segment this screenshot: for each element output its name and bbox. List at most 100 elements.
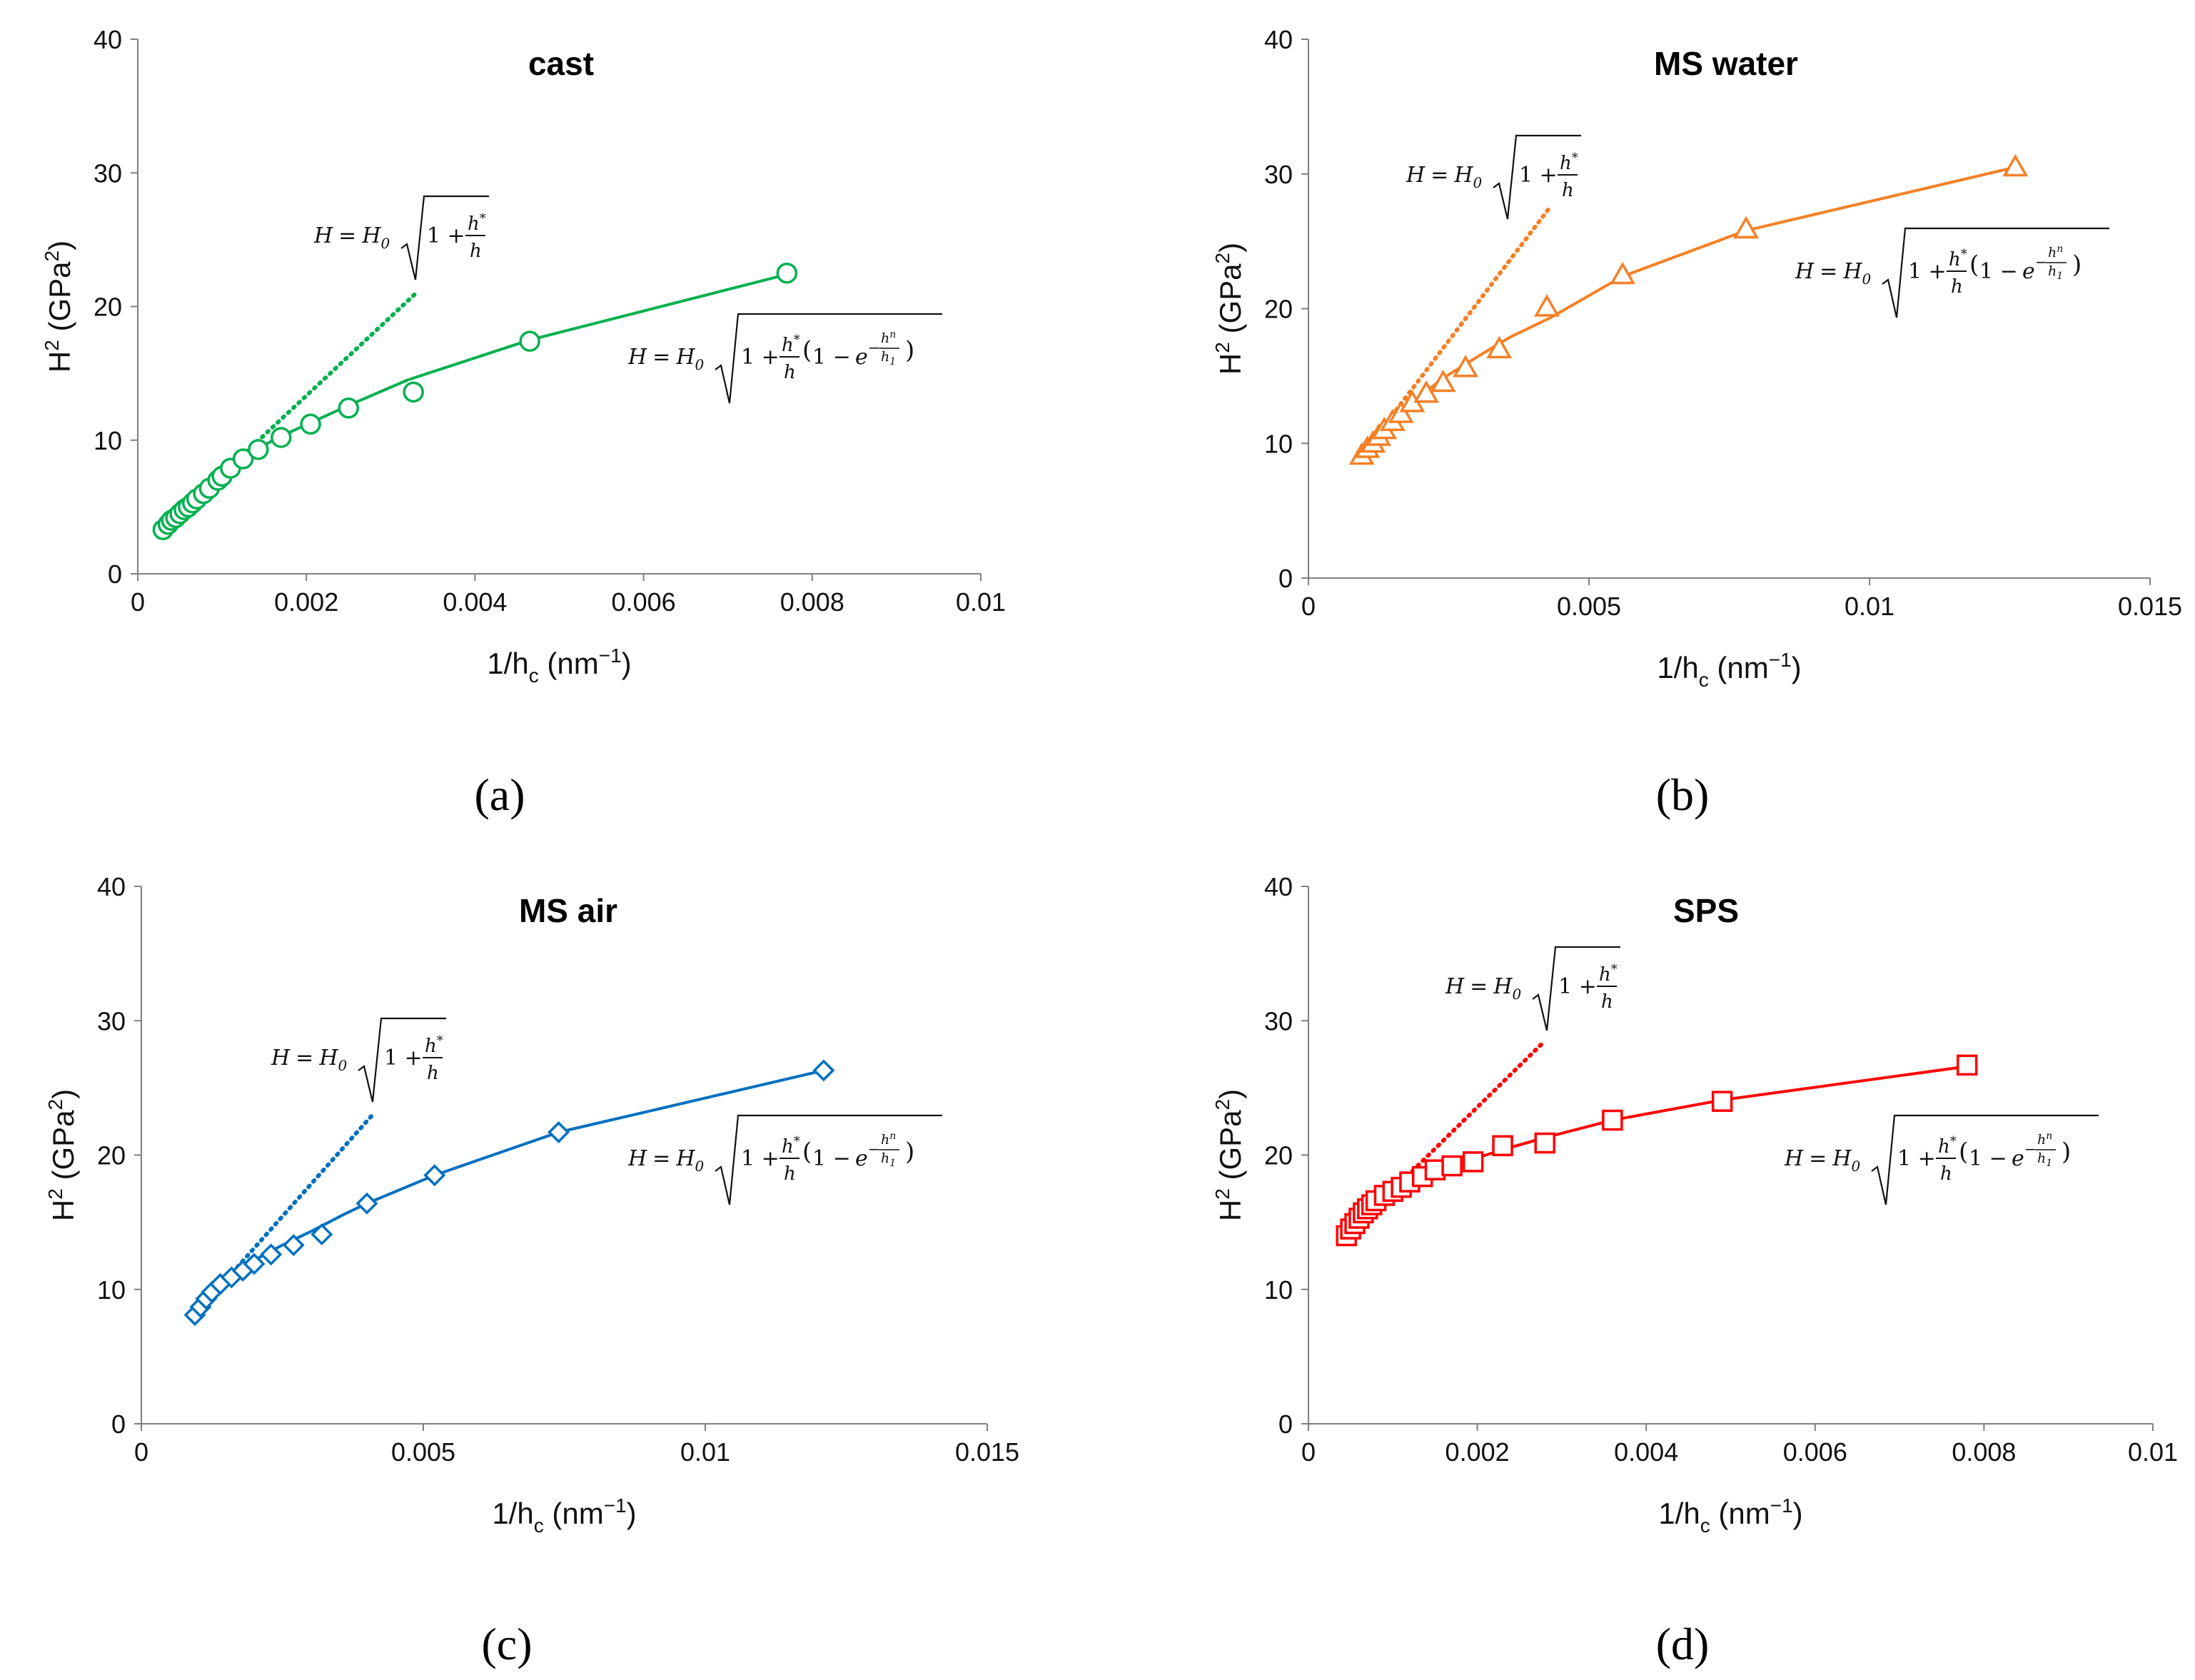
- data-point-triangle: [1413, 380, 1440, 403]
- formula-radical: [715, 1114, 942, 1205]
- x-tick-label: 0.01: [680, 1437, 730, 1467]
- y-tick-label: 40: [1264, 872, 1293, 901]
- formula-simple: H = H0 1 + h* h: [313, 195, 489, 280]
- formula-numerator: h*: [425, 1033, 443, 1057]
- formula-exponential: e: [855, 345, 868, 370]
- data-point-circle: [338, 398, 359, 419]
- y-axis-label: H2 (GPa2): [1211, 243, 1247, 375]
- formula-paren-open: (: [802, 336, 812, 365]
- data-point-diamond: [423, 1164, 446, 1187]
- data-point-triangle: [1388, 400, 1414, 423]
- formula-radical: [1493, 134, 1581, 220]
- formula-numerator: h*: [1560, 151, 1578, 174]
- formula-exp-numerator: hn: [881, 1130, 896, 1148]
- x-tick-label: 0.008: [780, 587, 844, 617]
- data-point-square: [1602, 1109, 1623, 1131]
- formula-radical: [1882, 227, 2109, 318]
- formula-radical: [715, 313, 942, 404]
- x-tick-label: 0: [1301, 592, 1316, 621]
- formula-lhs: H = H0: [313, 223, 390, 252]
- data-point-diamond: [260, 1243, 283, 1266]
- formula-exp-denominator: h1: [2048, 263, 2063, 282]
- x-tick-label: 0.01: [2128, 1437, 2178, 1467]
- formula-denominator: h: [784, 1163, 796, 1185]
- x-tick-label: 0.015: [2118, 592, 2182, 621]
- formula-one-minus: 1 −: [812, 345, 851, 370]
- x-tick-label: 0.006: [1783, 1437, 1847, 1467]
- x-tick-label: 0.01: [1845, 592, 1894, 621]
- formula-exp-minus: −: [868, 1140, 880, 1158]
- fit-model-solid-line: [193, 1068, 824, 1316]
- chart-title: MS water: [1654, 45, 1798, 82]
- x-tick-label: 0.005: [1557, 592, 1621, 621]
- x-tick-label: 0.002: [274, 587, 338, 617]
- formula-lhs: H = H0: [1784, 1146, 1860, 1175]
- data-point-diamond: [355, 1192, 378, 1215]
- data-point-diamond: [282, 1234, 305, 1257]
- formula-numerator: h*: [1938, 1134, 1957, 1158]
- formula-paren-close: ): [905, 1138, 914, 1166]
- x-tick-label: 0: [131, 587, 145, 617]
- y-tick-label: 30: [97, 1006, 126, 1036]
- formula-denominator: h: [427, 1063, 439, 1084]
- formula-one: 1 +: [1897, 1146, 1936, 1171]
- y-tick-label: 30: [1264, 160, 1293, 189]
- y-axis-label: H2 (GPa2): [44, 1089, 80, 1221]
- x-tick-label: 0: [1301, 1437, 1316, 1467]
- panel-label: (a): [474, 769, 525, 820]
- formula-paren-open: (: [1959, 1138, 1968, 1166]
- formula-numerator: h*: [1599, 962, 1618, 986]
- data-point-triangle: [1486, 335, 1513, 359]
- formula-paren-close: ): [905, 336, 914, 365]
- formula-one: 1 +: [741, 345, 779, 370]
- y-tick-label: 0: [1278, 564, 1293, 593]
- data-point-square: [1711, 1091, 1733, 1112]
- formula-exp-numerator: hn: [881, 329, 896, 346]
- formula-lhs: H = H0: [1445, 974, 1521, 1003]
- fit-model-solid-line: [162, 273, 787, 531]
- formula-exponential: e: [855, 1146, 868, 1171]
- chart-title: SPS: [1673, 892, 1739, 929]
- formula-simple: H = H0 1 + h* h: [1445, 946, 1620, 1031]
- formula-full: H = H0 1 + h* h (1 − e −hn h1): [1784, 1114, 2099, 1205]
- chart-panel-4: 0 0.002 0.004 0.006 0.008 0.01 0 10 20 30 40 1/hc (…: [1211, 872, 2178, 1669]
- y-tick-label: 20: [1264, 295, 1293, 324]
- data-point-circle: [232, 448, 254, 470]
- panel-label: (c): [481, 1619, 532, 1669]
- formula-lhs: H = H0: [1795, 259, 1871, 288]
- y-tick-label: 10: [1264, 1275, 1293, 1305]
- panel-label: (d): [1656, 1619, 1710, 1669]
- data-point-square: [1441, 1155, 1463, 1177]
- chart-title: MS air: [519, 892, 617, 929]
- data-point-square: [1492, 1135, 1513, 1157]
- formula-one: 1 +: [384, 1046, 423, 1071]
- data-point-triangle: [1733, 216, 1760, 239]
- y-tick-label: 20: [1264, 1141, 1293, 1170]
- chart-panel-2: 0 0.005 0.01 0.015 0 10 20 30 40 1/hc (nm−1) H2 (G…: [1211, 25, 2182, 820]
- formula-lhs: H = H0: [627, 1146, 704, 1175]
- formula-exp-minus: −: [2035, 253, 2047, 270]
- formula-one: 1 +: [1558, 974, 1597, 999]
- formula-lhs: H = H0: [627, 345, 704, 373]
- panel-label: (b): [1656, 769, 1710, 820]
- formula-radical: [1532, 946, 1620, 1031]
- y-tick-label: 10: [1264, 429, 1293, 458]
- formula-lhs: H = H0: [271, 1046, 347, 1074]
- x-tick-label: 0: [134, 1437, 148, 1467]
- x-tick-label: 0.008: [1952, 1437, 2016, 1467]
- data-point-triangle: [1534, 294, 1560, 317]
- y-tick-label: 40: [94, 25, 122, 54]
- x-axis-label: 1/hc (nm−1): [487, 644, 631, 687]
- x-tick-label: 0.004: [1614, 1437, 1678, 1467]
- formula-denominator: h: [784, 362, 796, 383]
- data-point-square: [1424, 1159, 1446, 1180]
- formula-simple: H = H0 1 + h* h: [1406, 134, 1581, 220]
- x-tick-label: 0.004: [443, 587, 507, 617]
- formula-radical: [1871, 1114, 2099, 1205]
- formula-denominator: h: [470, 241, 482, 262]
- y-axis-label: H2 (GPa2): [41, 241, 76, 373]
- formula-full: H = H0 1 + h* h (1 − e −hn h1): [1795, 227, 2109, 318]
- formula-one: 1 +: [741, 1146, 779, 1171]
- y-tick-label: 40: [1264, 25, 1293, 54]
